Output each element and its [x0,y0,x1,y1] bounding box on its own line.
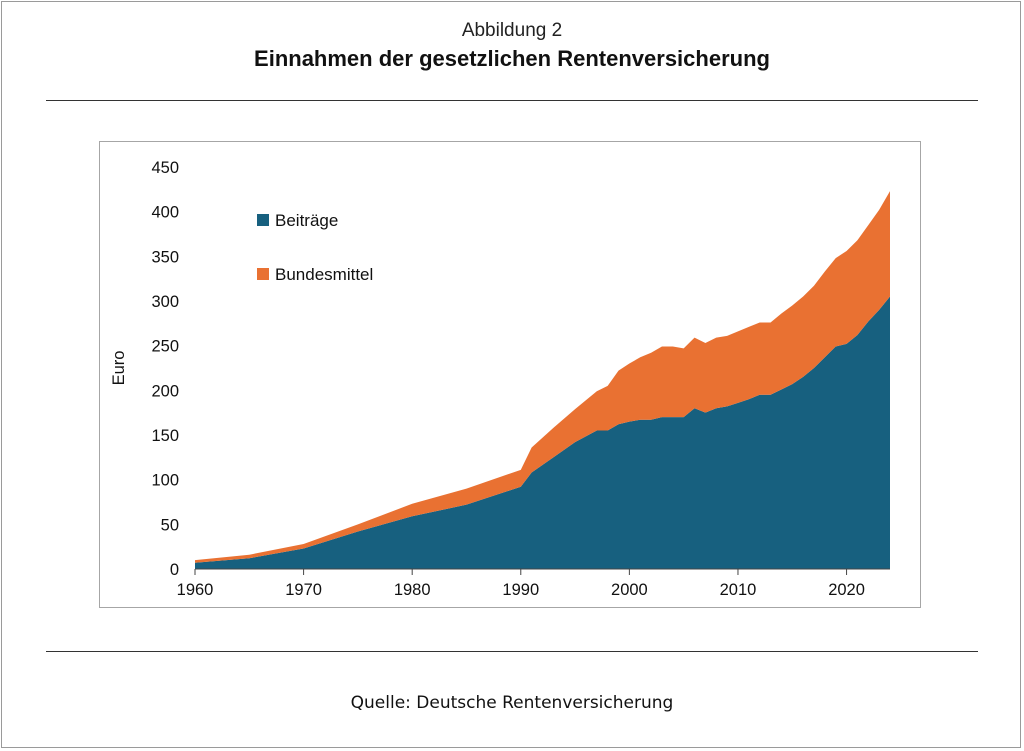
bottom-divider [46,651,978,652]
x-tick-label: 1960 [177,581,214,599]
x-tick-label: 2020 [828,581,865,599]
chart-area: 1960 1970 1980 1990 2000 2010 2020 0 50 100 150 200… [99,141,921,608]
x-tick-label: 1970 [285,581,322,599]
y-tick-label: 100 [151,472,179,490]
legend-swatch-1 [257,214,269,226]
figure-label: Abbildung 2 [461,20,563,41]
y-tick-label: 350 [151,248,179,266]
legend-swatch-2 [257,268,269,280]
x-tick-label: 2000 [611,581,648,599]
y-tick-label: 50 [161,516,179,534]
figure-title: Einnahmen der gesetzlichen Rentenversich… [254,46,770,71]
y-tick-label: 200 [151,382,179,400]
legend-label-1: Beiträge [275,211,338,230]
y-tick-label: 250 [151,338,179,356]
area-series-2 [195,191,890,563]
area-series-1 [195,296,890,569]
y-tick-label: 400 [151,204,179,222]
legend-label-2: Bundesmittel [275,265,373,284]
y-axis-title: Euro [110,351,128,386]
x-tick-label: 1980 [394,581,431,599]
y-tick-label: 450 [151,159,179,177]
stacked-area-chart: 1960 1970 1980 1990 2000 2010 2020 0 50 100 150 200… [110,159,890,599]
x-tick-label: 1990 [502,581,539,599]
x-tick-label: 2010 [720,581,757,599]
y-tick-label: 0 [170,561,179,579]
source-note: Quelle: Deutsche Rentenversicherung [350,693,674,713]
y-tick-label: 300 [151,293,179,311]
y-tick-label: 150 [151,427,179,445]
top-divider [46,100,978,101]
